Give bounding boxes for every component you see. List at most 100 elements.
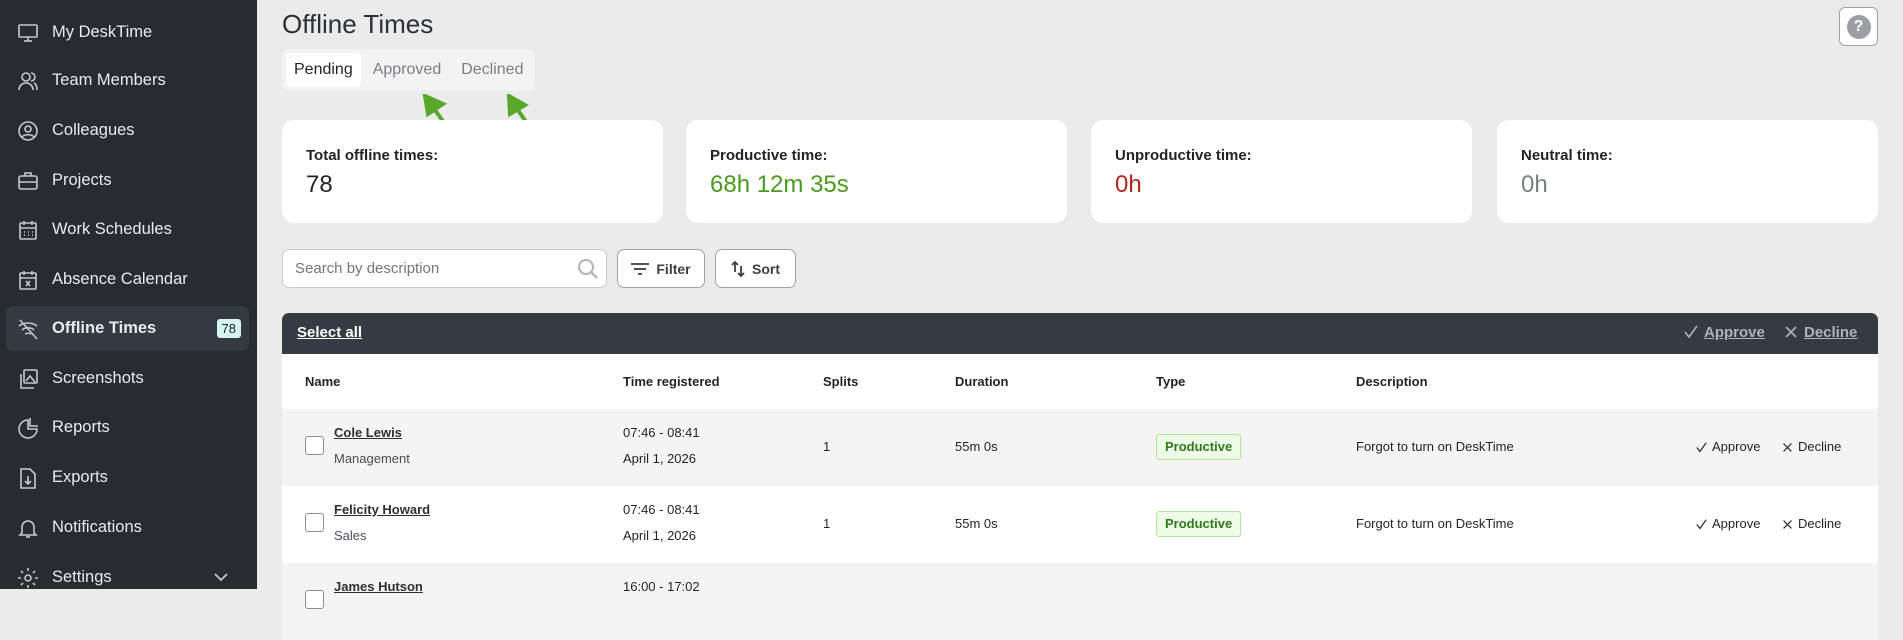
stat-value: 78 [306, 171, 333, 198]
stat-value: 68h 12m 35s [710, 171, 849, 198]
stat-label: Productive time: [710, 147, 828, 164]
sidebar-item-exports[interactable]: Exports [6, 455, 249, 500]
search-icon[interactable] [577, 258, 599, 280]
stat-label: Unproductive time: [1115, 147, 1252, 164]
table-row: Felicity Howard 07:46 - 08:41 Sales April … [282, 486, 1878, 563]
help-button[interactable]: ? [1839, 7, 1878, 46]
stat-label: Total offline times: [306, 147, 439, 164]
sidebar-item-settings[interactable]: Settings [6, 555, 249, 589]
duration: 55m 0s [955, 439, 998, 454]
search-input[interactable] [282, 249, 607, 288]
description: Forgot to turn on DeskTime [1356, 516, 1514, 531]
stat-card: Neutral time: 0h [1497, 120, 1878, 223]
time-range: 07:46 - 08:41 [623, 502, 700, 517]
stat-value: 0h [1521, 171, 1548, 198]
type-badge: Productive [1156, 434, 1242, 460]
stat-card: Total offline times: 78 [282, 120, 663, 223]
team-name: Sales [334, 528, 367, 543]
status-tabs: Pending Approved Declined [282, 49, 536, 91]
sidebar-item-team-members[interactable]: Team Members [6, 58, 249, 103]
sidebar-item-offline-times[interactable]: Offline Times 78 [6, 306, 249, 351]
splits: 1 [823, 439, 831, 454]
check-icon [1696, 518, 1707, 529]
sidebar-item-label: Offline Times [52, 319, 157, 337]
sidebar-item-screenshots[interactable]: Screenshots [6, 356, 249, 401]
arrow-head [422, 94, 448, 118]
wifi-off-icon [16, 317, 40, 341]
sidebar-item-label: Screenshots [52, 369, 144, 387]
sidebar-item-label: Exports [52, 468, 108, 486]
sidebar-item-projects[interactable]: Projects [6, 158, 249, 203]
sidebar-item-work-schedules[interactable]: Work Schedules [6, 207, 249, 252]
approve-button[interactable]: Approve [1696, 516, 1760, 532]
pie-chart-icon [16, 416, 40, 440]
file-download-icon [16, 466, 40, 490]
briefcase-icon [16, 169, 40, 193]
description: Forgot to turn on DeskTime [1356, 439, 1514, 454]
sidebar-item-my-desktime[interactable]: My DeskTime [6, 10, 249, 55]
sidebar-item-label: Work Schedules [52, 220, 172, 238]
tab-approved[interactable]: Approved [372, 61, 442, 78]
splits: 1 [823, 516, 831, 531]
date: April 1, 2026 [623, 451, 696, 466]
decline-button[interactable]: Decline [1782, 439, 1841, 455]
time-range: 16:00 - 17:02 [623, 579, 700, 594]
sidebar-item-label: Settings [52, 568, 112, 586]
col-description: Description [1356, 374, 1428, 389]
sidebar-item-label: Absence Calendar [52, 270, 188, 288]
bulk-action-bar: Select all Approve Decline [282, 313, 1878, 354]
member-name-link[interactable]: Cole Lewis [334, 425, 402, 440]
bell-icon [16, 516, 40, 540]
sidebar-item-absence-calendar[interactable]: Absence Calendar [6, 257, 249, 302]
date: April 1, 2026 [623, 528, 696, 543]
col-time: Time registered [623, 374, 720, 389]
sort-icon [731, 260, 745, 277]
type-badge: Productive [1156, 511, 1242, 537]
col-splits: Splits [823, 374, 859, 389]
sidebar: My DeskTime Team Members Colleagues Project… [0, 0, 257, 589]
close-icon [1783, 519, 1792, 529]
close-icon [1783, 442, 1792, 452]
sidebar-item-colleagues[interactable]: Colleagues [6, 108, 249, 153]
table-row: James Hutson 16:00 - 17:02 [282, 563, 1878, 640]
sidebar-item-notifications[interactable]: Notifications [6, 505, 249, 550]
chevron-down-icon[interactable] [213, 570, 229, 584]
help-icon: ? [1846, 14, 1871, 39]
duration: 55m 0s [955, 516, 998, 531]
bulk-decline-link[interactable]: Decline [1804, 324, 1858, 341]
tab-declined[interactable]: Declined [461, 61, 524, 78]
row-checkbox[interactable] [305, 513, 324, 532]
stat-card: Unproductive time: 0h [1091, 120, 1472, 223]
close-icon [1785, 326, 1797, 338]
row-checkbox[interactable] [305, 436, 324, 455]
sidebar-item-label: My DeskTime [52, 23, 153, 41]
filter-button[interactable]: Filter [617, 249, 705, 288]
check-icon [1696, 441, 1707, 452]
team-name: Management [334, 451, 410, 466]
calendar-x-icon [16, 268, 40, 292]
page-title: Offline Times [282, 9, 434, 39]
sort-button[interactable]: Sort [715, 249, 796, 288]
approve-button[interactable]: Approve [1696, 439, 1760, 455]
monitor-icon [16, 21, 40, 45]
stat-card: Productive time: 68h 12m 35s [686, 120, 1067, 223]
filter-icon [631, 262, 650, 275]
member-name-link[interactable]: James Hutson [334, 579, 423, 594]
tab-pending[interactable]: Pending [286, 53, 361, 87]
select-all-link[interactable]: Select all [297, 324, 363, 341]
sidebar-item-reports[interactable]: Reports [6, 405, 249, 450]
decline-button[interactable]: Decline [1782, 516, 1841, 532]
table-header: Name Time registered Splits Duration Typ… [282, 354, 1878, 409]
col-duration: Duration [955, 374, 1009, 389]
sidebar-item-label: Team Members [52, 71, 166, 89]
calendar-icon [16, 218, 40, 242]
stat-label: Neutral time: [1521, 147, 1613, 164]
sidebar-item-label: Projects [52, 171, 112, 189]
sidebar-item-label: Notifications [52, 518, 142, 536]
bulk-approve-link[interactable]: Approve [1704, 324, 1765, 341]
count-badge: 78 [216, 319, 241, 338]
sidebar-item-label: Reports [52, 418, 110, 436]
row-checkbox[interactable] [305, 590, 324, 609]
stat-value: 0h [1115, 171, 1142, 198]
member-name-link[interactable]: Felicity Howard [334, 502, 431, 517]
